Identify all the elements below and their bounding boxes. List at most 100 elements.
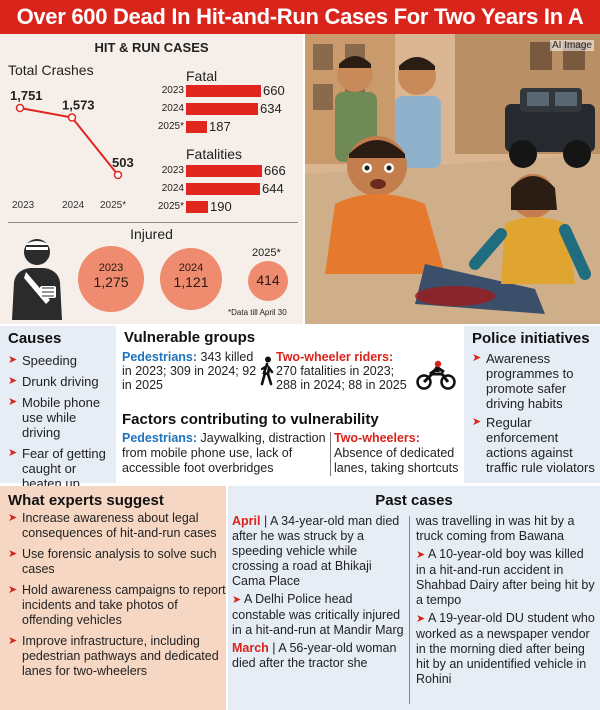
fatal-value-label: 187 — [209, 119, 231, 134]
case-april-1: April | A 34-year-old man died after he … — [232, 514, 400, 588]
injured-bubble-2024: 2024 1,121 — [160, 248, 222, 310]
case-march-2: ➤ A 10-year-old boy was killed in a hit-… — [416, 547, 595, 607]
pedestrians-stat: Pedestrians: 343 killed in 2023; 309 in … — [122, 350, 257, 392]
stats-title: HIT & RUN CASES — [94, 40, 209, 55]
list-item: ➤ Drunk driving — [8, 374, 99, 389]
causes-panel: Causes ➤ Speeding ➤ Drunk driving ➤ Mobile … — [0, 326, 116, 491]
headline: Over 600 Dead In Hit-and-Run Cases For T… — [0, 0, 600, 63]
injured-label: Injured — [130, 226, 173, 242]
injured-year-2025: 2025* — [252, 247, 281, 259]
fatal-label: Fatal — [186, 68, 218, 84]
stats-panel: HIT & RUN CASES Total Crashes 1,751 1,573… — [0, 34, 303, 324]
past-cases-column-1: April | A 34-year-old man died after he … — [232, 514, 406, 674]
total-crashes-label: Total Crashes — [8, 62, 94, 78]
arrow-icon: ➤ — [8, 396, 18, 408]
factor-pedestrians: Pedestrians: Jaywalking, distraction fro… — [122, 431, 326, 475]
stats-divider — [8, 222, 298, 223]
fatalities-bar-row: 2025* 190 — [148, 199, 298, 214]
ai-image-tag: AI Image — [549, 40, 594, 51]
total-crashes-chart: 1,751 1,573 503 — [10, 88, 134, 180]
police-list: ➤ Awareness programmes to promote safer d… — [472, 351, 600, 475]
fatal-bar — [186, 85, 261, 97]
arrow-icon: ➤ — [8, 584, 18, 596]
fatal-bar-row: 2024 634 — [148, 101, 298, 116]
arrow-icon: ➤ — [8, 354, 18, 366]
factor-divider — [330, 432, 331, 476]
experts-title: What experts suggest — [8, 492, 164, 509]
police-initiatives-panel: Police initiatives ➤ Awareness programmes… — [464, 326, 600, 483]
case-march-3: ➤ A 19-year-old DU student who worked as… — [416, 611, 595, 686]
arrow-icon: ➤ — [472, 352, 482, 364]
tc-year-2024: 2024 — [62, 200, 85, 211]
case-april-2: ➤ A Delhi Police head constable was crit… — [232, 592, 404, 637]
past-cases-title: Past cases — [375, 492, 453, 509]
arrow-icon: ➤ — [416, 549, 426, 561]
fatalities-label: Fatalities — [186, 146, 243, 162]
list-item: ➤ Use forensic analysis to solve such cas… — [8, 547, 217, 576]
fatalities-year-label: 2023 — [161, 165, 184, 176]
vulnerable-groups-panel: Vulnerable groups Pedestrians: 343 kille… — [118, 326, 462, 483]
arrow-icon: ➤ — [8, 447, 18, 459]
injured-person-icon — [12, 239, 62, 320]
list-item: ➤ Hold awareness campaigns to report inci… — [8, 583, 226, 627]
fatalities-bar-row: 2023 666 — [148, 163, 298, 178]
past-cases-panel: Past cases April | A 34-year-old man die… — [228, 486, 600, 710]
pedestrian-icon — [260, 356, 274, 386]
fatalities-year-label: 2024 — [161, 183, 184, 194]
experts-list: ➤ Increase awareness about legal conseque… — [8, 511, 226, 679]
total-crashes-value-label: 503 — [112, 155, 134, 170]
data-footnote: *Data till April 30 — [228, 308, 287, 317]
fatal-bar-row: 2025* 187 — [148, 119, 298, 134]
fatal-value-label: 634 — [260, 101, 282, 116]
fatalities-bar — [186, 165, 262, 177]
list-item: ➤ Regular enforcement actions against tra… — [472, 415, 595, 475]
injured-bubble-2023: 2023 1,275 — [78, 246, 144, 312]
factor-two-wheelers: Two-wheelers: Absence of dedicated lanes… — [334, 431, 459, 475]
list-item: ➤ Improve infrastructure, including pedes… — [8, 634, 219, 678]
arrow-icon: ➤ — [416, 613, 426, 625]
case-march-1: March | A 56-year-old woman died after t… — [232, 641, 397, 670]
arrow-icon: ➤ — [8, 512, 18, 524]
arrow-icon: ➤ — [8, 548, 18, 560]
list-item: ➤ Speeding — [8, 353, 77, 368]
accident-illustration: AI Image — [305, 34, 600, 324]
vulnerable-groups-title: Vulnerable groups — [124, 329, 256, 346]
experts-panel: What experts suggest ➤ Increase awareness… — [0, 486, 226, 710]
fatal-year-label: 2023 — [161, 85, 184, 96]
causes-list: ➤ Speeding ➤ Drunk driving ➤ Mobile phone u… — [8, 353, 116, 491]
list-item: ➤ Fear of getting caught or beaten up — [8, 446, 106, 491]
arrow-icon: ➤ — [472, 416, 482, 428]
police-title: Police initiatives — [472, 330, 590, 347]
fatal-value-label: 660 — [263, 83, 285, 98]
total-crashes-value-label: 1,751 — [10, 88, 43, 103]
fatalities-bar-row: 2024 644 — [148, 181, 298, 196]
fatal-bar-row: 2023 660 — [148, 83, 298, 98]
arrow-icon: ➤ — [8, 375, 18, 387]
arrow-icon: ➤ — [8, 635, 18, 647]
list-item: ➤ Awareness programmes to promote safer d… — [472, 351, 574, 411]
fatal-bar — [186, 121, 207, 133]
arrow-icon: ➤ — [232, 594, 242, 606]
fatalities-bar — [186, 201, 208, 213]
fatalities-value-label: 190 — [210, 199, 232, 214]
accident-scene-image — [305, 34, 600, 324]
fatalities-bar — [186, 183, 260, 195]
two-wheeler-stat: Two-wheeler riders: 270 fatalities in 20… — [276, 350, 407, 392]
fatal-year-label: 2025* — [157, 121, 184, 132]
case-march-1-cont: was travelling in was hit by a truck com… — [416, 514, 575, 543]
tc-year-2023: 2023 — [12, 200, 35, 211]
fatalities-value-label: 644 — [262, 181, 284, 196]
past-cases-column-2: was travelling in was hit by a truck com… — [416, 514, 596, 690]
column-divider — [409, 516, 410, 704]
fatalities-year-label: 2025* — [157, 201, 184, 212]
total-crashes-value-label: 1,573 — [62, 98, 95, 113]
injured-bubble-2025: 414 — [248, 261, 288, 301]
motorcycle-icon — [416, 360, 456, 390]
fatalities-value-label: 666 — [264, 163, 286, 178]
causes-title: Causes — [8, 330, 62, 347]
total-crashes-point — [113, 170, 123, 180]
total-crashes-point — [67, 113, 77, 122]
list-item: ➤ Mobile phone use while driving — [8, 395, 101, 440]
list-item: ➤ Increase awareness about legal conseque… — [8, 511, 217, 540]
